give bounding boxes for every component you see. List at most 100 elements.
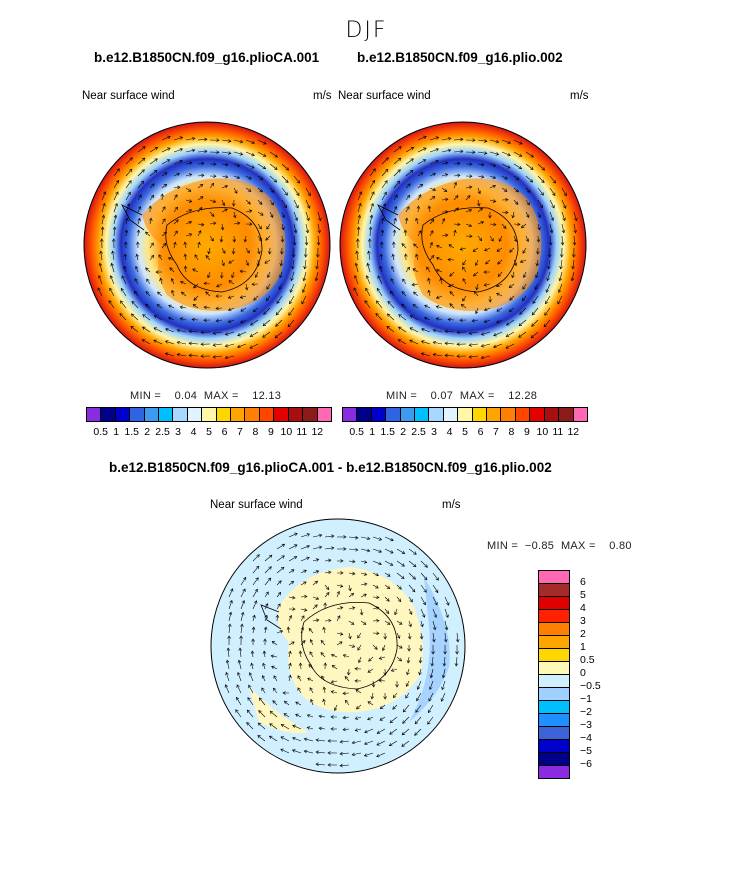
wind-arrowhead — [339, 763, 343, 768]
wind-arrowhead — [518, 334, 522, 338]
wind-arrow — [173, 207, 178, 213]
wind-arrow — [161, 184, 167, 189]
wind-arrowhead — [303, 749, 308, 754]
wind-arrow — [549, 187, 556, 196]
wind-arrowhead — [272, 687, 277, 692]
colorbar-tick-label: −4 — [580, 732, 592, 744]
wind-arrow — [240, 588, 246, 598]
wind-arrow — [215, 307, 223, 309]
wind-arrowhead — [366, 262, 370, 267]
wind-arrow — [257, 247, 260, 254]
colorbar-tick-label: 6 — [580, 576, 586, 588]
wind-arrow — [284, 700, 290, 706]
wind-arrow — [420, 584, 427, 593]
wind-arrow — [477, 221, 484, 225]
wind-arrowhead — [381, 217, 385, 222]
wind-arrowhead — [296, 180, 300, 184]
wind-arrow — [369, 215, 373, 225]
wind-arrowhead — [522, 286, 526, 290]
wind-arrowhead — [248, 209, 253, 213]
wind-arrowhead — [316, 242, 321, 246]
wind-arrowhead — [249, 333, 254, 337]
wind-arrow — [161, 172, 168, 177]
colorbar-tick-label: 4 — [190, 426, 197, 438]
wind-arrow — [501, 139, 511, 144]
wind-arrowhead — [386, 621, 391, 625]
wind-arrowhead — [363, 560, 368, 564]
wind-arrow — [406, 668, 410, 675]
wind-arrow — [511, 271, 515, 278]
wind-arrowhead — [483, 283, 488, 287]
wind-arrowhead — [167, 135, 171, 140]
wind-arrowhead — [111, 238, 116, 242]
colorbar-tick-label: 2 — [580, 628, 586, 640]
wind-arrowhead — [573, 229, 577, 234]
wind-arrowhead — [363, 582, 368, 587]
wind-arrowhead — [148, 205, 152, 209]
wind-arrow — [145, 267, 151, 273]
wind-arrowhead — [167, 147, 171, 151]
wind-arrowhead — [370, 202, 374, 207]
wind-arrowhead — [409, 598, 413, 603]
wind-arrowhead — [307, 192, 311, 197]
wind-arrowhead — [519, 259, 524, 263]
wind-arrowhead — [273, 179, 278, 183]
wind-arrow — [310, 699, 314, 706]
wind-arrowhead — [289, 300, 293, 305]
colorbar-swatch — [501, 408, 516, 421]
wind-arrow — [408, 632, 411, 639]
wind-arrowhead — [137, 217, 141, 222]
wind-arrow — [177, 354, 187, 357]
wind-arrowhead — [169, 267, 173, 271]
wind-arrow — [266, 283, 271, 290]
wind-arrowhead — [457, 173, 461, 178]
wind-arrow — [405, 158, 414, 165]
wind-arrowhead — [427, 709, 432, 714]
wind-arrowhead — [274, 154, 278, 158]
wind-arrowhead — [420, 340, 425, 344]
wind-arrow — [367, 716, 374, 720]
wind-arrow — [336, 584, 343, 587]
wind-arrowhead — [378, 537, 383, 541]
wind-arrowhead — [136, 241, 140, 245]
wind-arrowhead — [483, 151, 488, 155]
wind-arrow — [288, 569, 295, 574]
wind-arrow — [531, 307, 539, 316]
wind-arrow — [472, 247, 479, 252]
wind-arrow — [518, 331, 527, 338]
wind-arrowhead — [519, 141, 523, 145]
wind-arrowhead — [444, 173, 449, 177]
wind-arrow — [228, 295, 235, 299]
wind-arrow — [441, 218, 445, 225]
wind-arrowhead — [176, 328, 181, 333]
wind-arrowhead — [280, 724, 285, 728]
wind-arrowhead — [98, 262, 103, 267]
colorbar-tick-label: −5 — [580, 745, 592, 757]
colorbar-tick-label: 3 — [175, 426, 181, 438]
wind-arrowhead — [315, 266, 319, 270]
wind-arrowhead — [379, 705, 384, 710]
wind-arrow — [520, 259, 527, 263]
wind-arrow — [489, 223, 496, 226]
wind-arrow — [137, 230, 140, 237]
wind-arrowhead — [362, 621, 367, 625]
panel-1-case-title: b.e12.B1850CN.f09_g16.plioCA.001 — [94, 50, 320, 65]
wind-arrow — [272, 641, 278, 646]
wind-arrowhead — [188, 173, 193, 177]
wind-arrowhead — [261, 687, 265, 691]
wind-arrowhead — [394, 611, 398, 616]
colorbar-swatch — [173, 408, 188, 421]
colorbar-tick-label: 11 — [296, 426, 308, 438]
wind-arrow — [501, 211, 508, 214]
panel-2-min-label: MIN = — [386, 390, 418, 402]
wind-arrowhead — [141, 339, 146, 343]
wind-arrowhead — [315, 618, 320, 623]
wind-arrowhead — [558, 277, 563, 282]
wind-arrowhead — [227, 151, 232, 155]
wind-arrowhead — [266, 226, 270, 230]
wind-arrowhead — [213, 162, 217, 166]
wind-arrow — [403, 704, 410, 713]
wind-arrow — [185, 209, 192, 213]
wind-arrow — [484, 247, 491, 251]
colorbar-tick-label: 1.5 — [380, 426, 395, 438]
